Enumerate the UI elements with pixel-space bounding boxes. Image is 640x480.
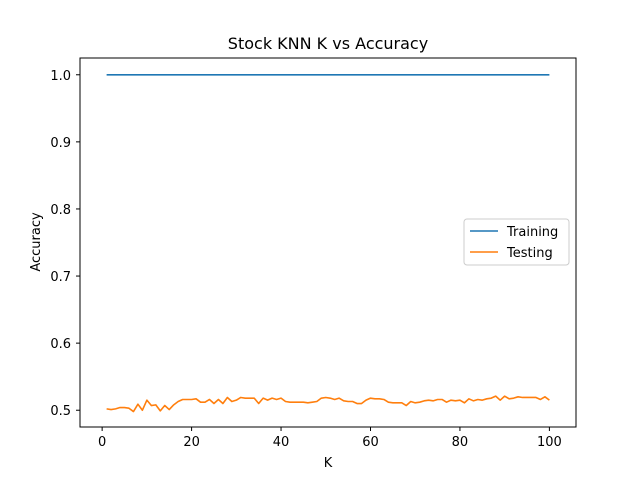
x-tick-label: 80 xyxy=(452,435,469,450)
y-axis-label: Accuracy xyxy=(29,212,44,272)
legend-label-training: Training xyxy=(506,225,558,240)
chart-title: Stock KNN K vs Accuracy xyxy=(228,34,428,53)
y-tick-label: 0.5 xyxy=(50,404,71,419)
x-tick-label: 100 xyxy=(537,435,562,450)
y-tick-label: 0.8 xyxy=(50,203,71,218)
series-line-testing xyxy=(106,395,550,413)
axes-frame xyxy=(79,57,577,428)
plot-area: 0 20 40 60 80 100 0.5 0.6 0.7 0.8 0.9 1.0 xyxy=(50,57,577,450)
x-tick-label: 40 xyxy=(273,435,290,450)
x-tick-label: 20 xyxy=(183,435,200,450)
x-tick-label: 0 xyxy=(98,435,106,450)
y-tick-label: 0.9 xyxy=(50,136,71,151)
y-tick-label: 1.0 xyxy=(50,69,71,84)
x-axis-label: K xyxy=(324,456,333,471)
y-tick-label: 0.7 xyxy=(50,270,71,285)
y-tick-label: 0.6 xyxy=(50,337,71,352)
legend: Training Testing xyxy=(463,218,570,266)
x-tick-label: 60 xyxy=(362,435,379,450)
legend-label-testing: Testing xyxy=(506,246,553,261)
